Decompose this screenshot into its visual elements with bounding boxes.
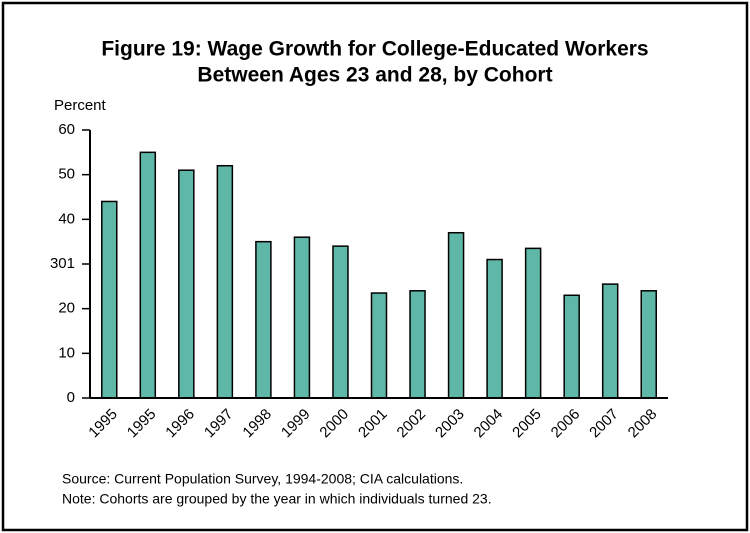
bar [101, 200, 118, 399]
bar [370, 292, 388, 399]
bar [216, 164, 234, 399]
y-tick-label: 40 [58, 210, 75, 227]
bar [409, 290, 426, 399]
bar [447, 231, 465, 399]
bar [563, 294, 580, 399]
bar [293, 236, 311, 399]
y-tick-label: 50 [58, 166, 75, 183]
bar [601, 283, 619, 399]
bar [640, 290, 657, 399]
bar [178, 169, 195, 399]
bar [524, 247, 542, 399]
y-tick-label: 20 [58, 300, 75, 317]
chart-title: Figure 19: Wage Growth for College-Educa… [101, 38, 648, 61]
y-tick-label: 10 [58, 344, 75, 361]
note: Note: Cohorts are grouped by the year in… [62, 491, 492, 507]
source-note: Source: Current Population Survey, 1994-… [62, 471, 463, 487]
bar [332, 245, 349, 399]
y-tick-label: 301 [50, 255, 75, 272]
bar [255, 240, 272, 399]
bar [139, 151, 157, 399]
y-axis-label: Percent [54, 97, 107, 114]
chart-title: Between Ages 23 and 28, by Cohort [197, 64, 552, 87]
y-tick-label: 60 [58, 121, 75, 138]
y-tick-label: 0 [67, 389, 75, 406]
bar [486, 258, 503, 399]
